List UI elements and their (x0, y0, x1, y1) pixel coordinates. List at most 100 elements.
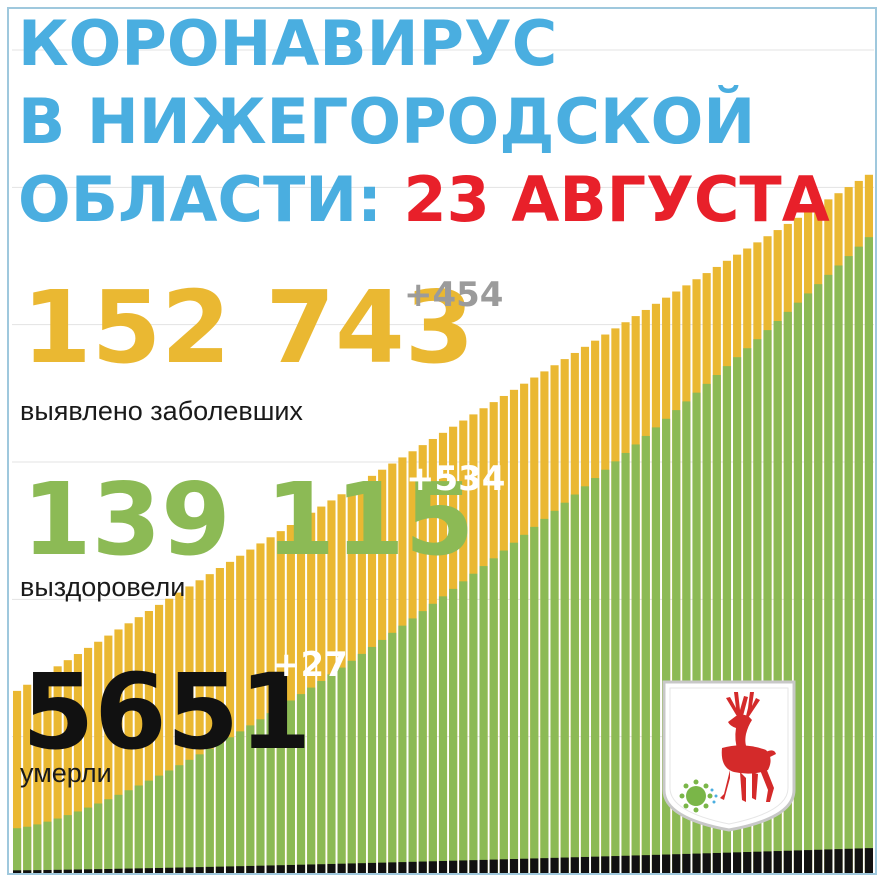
bar-series-1-67 (692, 392, 701, 874)
title-line-1: КОРОНАВИРУС (18, 7, 558, 80)
bar-series-1-82 (844, 256, 853, 875)
cases-delta: +454 (404, 275, 504, 315)
bar-series-0-5 (63, 660, 72, 874)
bar-series-2-83 (854, 848, 863, 874)
bar-series-1-76 (783, 311, 792, 874)
bar-series-1-36 (378, 639, 387, 874)
bar-series-2-49 (509, 859, 519, 874)
bar-series-2-64 (662, 854, 671, 874)
bar-series-2-43 (449, 860, 458, 874)
bar-series-1-42 (438, 596, 448, 874)
bar-series-2-63 (651, 854, 661, 874)
bar-series-1-32 (337, 667, 346, 874)
bar-series-1-65 (672, 410, 681, 874)
bar-series-2-35 (367, 862, 377, 874)
bar-series-1-77 (793, 302, 803, 874)
bar-series-0-27 (286, 525, 295, 874)
bar-series-2-6 (73, 869, 82, 874)
bar-series-1-11 (124, 790, 133, 874)
bar-series-1-35 (367, 646, 377, 874)
bar-series-1-83 (854, 246, 863, 874)
bar-series-1-51 (530, 526, 539, 874)
bar-series-1-60 (621, 452, 630, 874)
bar-series-1-0 (13, 828, 22, 874)
bar-series-2-80 (824, 849, 833, 874)
bar-series-1-63 (651, 427, 661, 874)
bar-series-1-19 (205, 748, 214, 874)
bar-series-2-38 (398, 862, 407, 874)
title-line-3: ОБЛАСТИ: 23 АВГУСТА (18, 164, 830, 236)
bar-series-2-20 (215, 866, 224, 874)
bar-series-2-16 (175, 867, 184, 874)
bar-series-1-69 (712, 375, 721, 874)
bar-series-1-75 (773, 321, 782, 874)
bar-series-0-9 (104, 635, 113, 874)
bar-series-1-7 (83, 807, 93, 874)
bar-series-1-23 (246, 725, 255, 874)
bar-series-1-44 (459, 581, 468, 874)
bar-series-2-13 (144, 868, 153, 874)
bar-series-1-53 (550, 510, 559, 874)
recovered-delta: +534 (406, 459, 506, 499)
bar-series-2-59 (611, 856, 620, 874)
bar-series-2-10 (114, 868, 123, 874)
bar-series-2-74 (763, 851, 772, 874)
cases-label: выявлено заболевших (20, 396, 303, 426)
bar-series-2-31 (327, 863, 336, 874)
bar-series-2-34 (357, 863, 366, 874)
bar-series-2-54 (560, 857, 569, 874)
bar-series-2-78 (804, 850, 813, 874)
bar-series-2-25 (266, 865, 275, 874)
bar-series-1-81 (834, 265, 843, 875)
bar-series-1-73 (753, 339, 762, 874)
bar-series-1-68 (702, 383, 711, 874)
title-region-suffix: ОБЛАСТИ: (18, 163, 382, 236)
bar-series-2-30 (317, 864, 326, 874)
bar-series-1-71 (733, 357, 742, 874)
bar-series-2-39 (408, 861, 417, 874)
bar-series-1-26 (276, 706, 285, 874)
bar-series-2-32 (337, 863, 346, 874)
bar-series-1-27 (286, 700, 295, 874)
bar-series-2-12 (134, 868, 143, 874)
bar-series-1-28 (296, 694, 306, 874)
bar-series-1-25 (266, 713, 275, 874)
bar-series-2-66 (682, 853, 691, 874)
bar-series-2-56 (580, 856, 590, 874)
title-date: 23 АВГУСТА (403, 163, 830, 236)
bar-series-2-4 (53, 869, 62, 874)
bar-series-2-8 (94, 869, 103, 874)
bar-series-2-61 (631, 855, 640, 874)
deaths-delta: +27 (272, 645, 348, 685)
bar-series-1-56 (580, 486, 590, 874)
bar-series-1-55 (570, 494, 579, 874)
bar-series-0-12 (134, 617, 143, 874)
bar-series-0-17 (185, 586, 194, 874)
bar-series-1-14 (154, 775, 164, 874)
bar-series-1-47 (489, 558, 498, 874)
bar-series-2-45 (469, 860, 478, 874)
bar-series-2-57 (591, 856, 600, 874)
bar-series-1-6 (73, 811, 82, 874)
bar-series-1-39 (408, 618, 417, 874)
bar-series-1-49 (509, 542, 519, 874)
bar-series-0-11 (124, 623, 133, 874)
bar-series-2-55 (570, 857, 579, 874)
bar-series-1-57 (591, 478, 600, 874)
bar-series-2-22 (236, 866, 245, 874)
bar-series-1-17 (185, 759, 194, 874)
bar-series-2-17 (185, 867, 194, 874)
bar-series-2-77 (793, 850, 803, 874)
deaths-label: умерли (20, 758, 112, 788)
bar-series-0-3 (43, 672, 52, 874)
bar-series-2-41 (428, 861, 437, 874)
bar-series-2-11 (124, 868, 133, 874)
bar-series-2-79 (814, 849, 823, 874)
bar-series-1-31 (327, 674, 336, 874)
bar-series-0-18 (195, 580, 204, 874)
bar-series-2-62 (641, 855, 650, 874)
bar-series-1-43 (449, 588, 458, 874)
recovered-label: выздоровели (20, 572, 186, 602)
bar-series-1-22 (236, 731, 245, 874)
